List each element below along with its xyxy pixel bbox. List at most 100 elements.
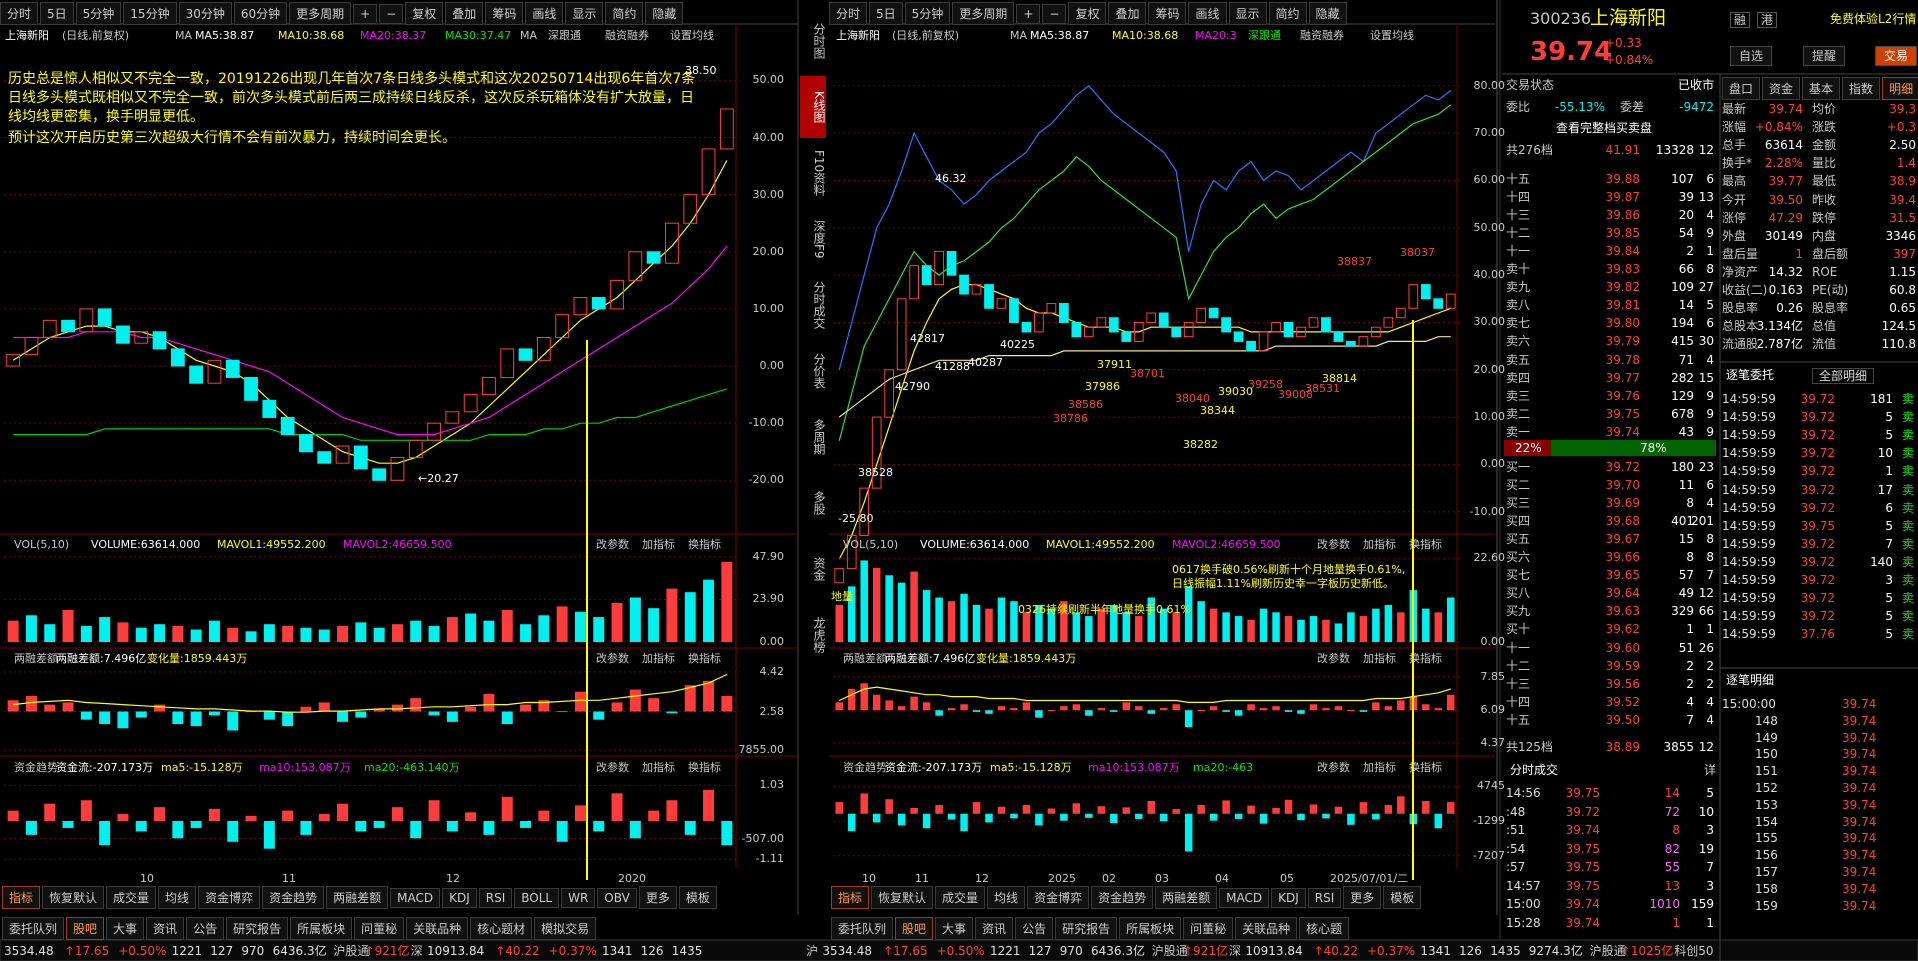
tab-button[interactable]: 成交量	[935, 886, 986, 909]
tab-button[interactable]: MACD	[390, 887, 441, 908]
panel-button[interactable]: 加指标	[1363, 652, 1396, 665]
tab-button[interactable]: 更多	[638, 886, 677, 909]
tab-button[interactable]: 关联品种	[1235, 917, 1298, 940]
tab-button[interactable]: 均线	[987, 886, 1026, 909]
side-tab[interactable]: 分时成交	[812, 281, 826, 329]
side-tab[interactable]: 龙虎榜	[812, 617, 826, 653]
tab-button[interactable]: 问董秘	[354, 917, 405, 940]
tab-button[interactable]: 显示	[1228, 2, 1267, 25]
tab-button[interactable]: 分时	[0, 2, 39, 25]
tab-button[interactable]: RSI	[478, 887, 513, 908]
tab-button[interactable]: 指数	[1842, 77, 1881, 100]
tab-button[interactable]: KDJ	[442, 887, 477, 908]
tab-button[interactable]: 简约	[605, 2, 644, 25]
tab-button[interactable]: 基本	[1802, 77, 1841, 100]
tab-button[interactable]: 研究报告	[226, 917, 289, 940]
tab-button[interactable]: MACD	[1219, 887, 1270, 908]
action-button[interactable]: 提醒	[1803, 46, 1846, 66]
tab-button[interactable]: 资金博弈	[1027, 886, 1090, 909]
side-tab[interactable]: 资金	[812, 557, 826, 581]
panel-button[interactable]: 加指标	[642, 761, 675, 774]
tab-button[interactable]: 画线	[1188, 2, 1227, 25]
label[interactable]: 详	[1704, 763, 1717, 777]
label[interactable]: 全部明细	[1812, 368, 1875, 384]
tab-button[interactable]: 筹码	[1148, 2, 1187, 25]
tab-button[interactable]: 资金趋势	[262, 886, 325, 909]
tab-button[interactable]: 关联品种	[406, 917, 469, 940]
tab-button[interactable]: 委托队列	[831, 917, 894, 940]
tab-button[interactable]: 30分钟	[178, 2, 232, 25]
tab-button[interactable]: RSI	[1307, 887, 1342, 908]
panel-button[interactable]: 加指标	[1363, 761, 1396, 774]
panel-button[interactable]: 换指标	[1409, 761, 1442, 774]
tab-button[interactable]: 复权	[405, 2, 444, 25]
tab-button[interactable]: 简约	[1268, 2, 1307, 25]
panel-button[interactable]: 改参数	[1317, 652, 1350, 665]
panel-button[interactable]: 改参数	[596, 538, 629, 551]
tab-button[interactable]: +	[353, 3, 378, 24]
tab-button[interactable]: 所属板块	[290, 917, 353, 940]
tab-button[interactable]: 资金	[1762, 77, 1801, 100]
tab-button[interactable]: 隐藏	[1308, 2, 1347, 25]
tab-button[interactable]: 分时	[829, 2, 868, 25]
tab-button[interactable]: 资金趋势	[1091, 886, 1154, 909]
action-button[interactable]: 交易	[1875, 46, 1918, 66]
tab-button[interactable]: 委托队列	[2, 917, 65, 940]
tab-button[interactable]: 更多周期	[289, 2, 352, 25]
tab-button[interactable]: 资金博弈	[198, 886, 261, 909]
tab-button[interactable]: 恢复默认	[42, 886, 105, 909]
tab-button[interactable]: 核心题	[1299, 917, 1350, 940]
tab-button[interactable]: 叠加	[1108, 2, 1147, 25]
side-tab[interactable]: 分价表	[812, 353, 826, 389]
tab-button[interactable]: 5分钟	[75, 2, 122, 25]
panel-button[interactable]: 改参数	[1317, 538, 1350, 551]
tab-button[interactable]: 15分钟	[123, 2, 177, 25]
tab-button[interactable]: 明细	[1882, 77, 1918, 100]
tab-button[interactable]: 核心题材	[470, 917, 533, 940]
tab-button[interactable]: 筹码	[485, 2, 524, 25]
tab-button[interactable]: 两融差额	[326, 886, 389, 909]
tab-button[interactable]: OBV	[597, 887, 637, 908]
tab-button[interactable]: 大事	[935, 917, 974, 940]
tab-button[interactable]: 两融差额	[1155, 886, 1218, 909]
tab-button[interactable]: 均线	[158, 886, 197, 909]
tab-button[interactable]: 成交量	[106, 886, 157, 909]
tab-button[interactable]: 更多周期	[952, 2, 1015, 25]
side-tab[interactable]: 多股	[812, 491, 826, 515]
tab-button[interactable]: 公告	[1015, 917, 1054, 940]
panel-button[interactable]: 加指标	[642, 538, 675, 551]
panel-button[interactable]: 换指标	[688, 761, 721, 774]
tab-button[interactable]: −	[1042, 3, 1067, 24]
side-tab[interactable]: K线图	[800, 76, 826, 138]
panel-button[interactable]: 改参数	[1317, 761, 1350, 774]
tab-button[interactable]: 模板	[678, 886, 717, 909]
panel-button[interactable]: 换指标	[688, 538, 721, 551]
tab-button[interactable]: 资讯	[975, 917, 1014, 940]
tab-button[interactable]: 60分钟	[233, 2, 288, 25]
tab-button[interactable]: 研究报告	[1055, 917, 1118, 940]
side-tab[interactable]: 深度F9	[812, 219, 826, 259]
side-tab[interactable]: F10资料	[812, 149, 826, 197]
panel-button[interactable]: 换指标	[1409, 652, 1442, 665]
tab-button[interactable]: WR	[561, 887, 596, 908]
panel-button[interactable]: 加指标	[642, 652, 675, 665]
tab-button[interactable]: 所属板块	[1119, 917, 1182, 940]
panel-button[interactable]: 改参数	[596, 761, 629, 774]
tab-button[interactable]: −	[379, 3, 404, 24]
tab-button[interactable]: 显示	[565, 2, 604, 25]
side-tab[interactable]: 多周期	[812, 419, 826, 455]
tab-button[interactable]: 资讯	[146, 917, 185, 940]
tab-button[interactable]: 模拟交易	[534, 917, 597, 940]
tab-button[interactable]: 更多	[1343, 886, 1382, 909]
tab-button[interactable]: 指标	[2, 886, 41, 909]
tab-button[interactable]: 模板	[1383, 886, 1422, 909]
panel-button[interactable]: 加指标	[1363, 538, 1396, 551]
side-tab[interactable]: 分时图	[812, 23, 826, 59]
tab-button[interactable]: 画线	[525, 2, 564, 25]
tab-button[interactable]: 5日	[40, 2, 74, 25]
panel-button[interactable]: 换指标	[1409, 538, 1442, 551]
tab-button[interactable]: 盘口	[1722, 77, 1761, 100]
link[interactable]: 免费体验L2行情	[1830, 12, 1917, 26]
tab-button[interactable]: 隐藏	[645, 2, 684, 25]
link[interactable]: 查看完整档买卖盘	[1556, 121, 1653, 135]
